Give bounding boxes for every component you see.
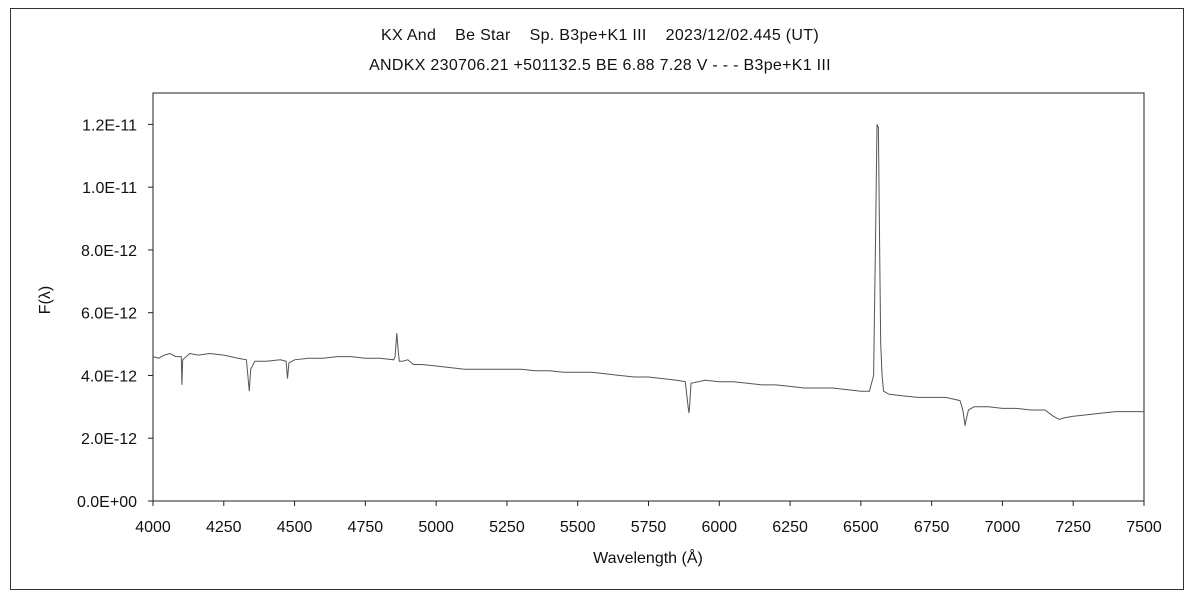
- y-tick-label: 0.0E+00: [77, 494, 137, 511]
- x-tick-label: 6750: [914, 519, 950, 536]
- chart-subtitle: ANDKX 230706.21 +501132.5 BE 6.88 7.28 V…: [369, 57, 831, 74]
- x-axis-label: Wavelength (Å): [593, 548, 703, 567]
- y-tick-label: 2.0E-12: [81, 431, 137, 448]
- y-axis: 0.0E+00 2.0E-12 4.0E-12 6.0E-12 8.0E-12 1.0E-…: [77, 117, 153, 511]
- chart-title: KX And Be Star Sp. B3pe+K1 III 2023/12/0…: [381, 27, 819, 44]
- x-tick-label: 5250: [489, 519, 525, 536]
- y-tick-label: 1.2E-11: [82, 117, 137, 134]
- spectrum-line: [152, 124, 1144, 426]
- x-tick-label: 5000: [418, 519, 454, 536]
- y-tick-label: 1.0E-11: [82, 180, 137, 197]
- y-tick-label: 4.0E-12: [81, 368, 137, 385]
- x-axis: 4000 4250 4500 4750 5000 5250 5500 5750 6000 6250…: [135, 501, 1162, 536]
- y-tick-label: 6.0E-12: [81, 306, 137, 323]
- plot-border: [152, 92, 1145, 502]
- chart-frame: [10, 8, 1184, 590]
- x-tick-label: 6250: [772, 519, 808, 536]
- y-axis-label: F(λ): [37, 286, 54, 314]
- x-tick-label: 7250: [1055, 519, 1091, 536]
- x-tick-label: 5500: [560, 519, 596, 536]
- y-tick-label: 8.0E-12: [81, 243, 137, 260]
- x-tick-label: 4250: [206, 519, 242, 536]
- x-tick-label: 7500: [1126, 519, 1162, 536]
- x-tick-label: 4750: [348, 519, 384, 536]
- x-tick-label: 6000: [701, 519, 737, 536]
- x-tick-label: 7000: [985, 519, 1021, 536]
- plot-area: [152, 92, 1145, 502]
- x-tick-label: 4000: [135, 519, 171, 536]
- x-tick-label: 5750: [631, 519, 667, 536]
- x-tick-label: 6500: [843, 519, 879, 536]
- x-tick-label: 4500: [277, 519, 313, 536]
